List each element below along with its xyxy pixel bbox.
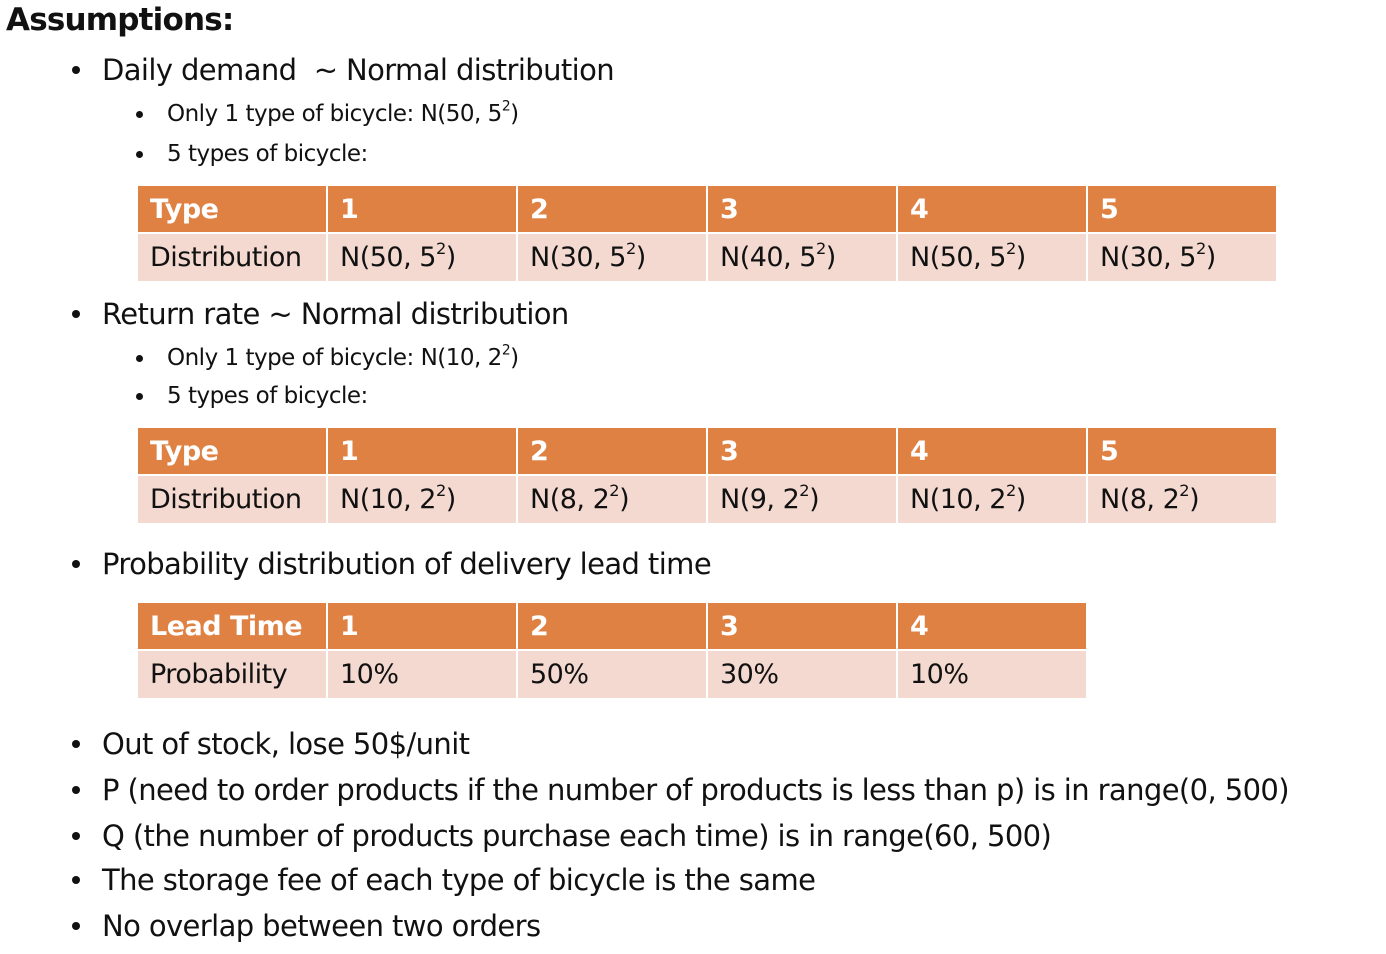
- table-header-cell: 1: [326, 426, 518, 476]
- table-header-cell: 4: [896, 426, 1088, 476]
- table-header-cell: 3: [706, 601, 898, 651]
- table-cell: 50%: [516, 649, 708, 700]
- table-header-cell: 1: [326, 184, 518, 234]
- table-row: Distribution N(50, 52) N(30, 52) N(40, 5…: [136, 232, 1278, 283]
- bullet-text: Q (the number of products purchase each …: [102, 819, 1052, 853]
- bullet-text: Probability distribution of delivery lea…: [102, 547, 712, 581]
- table-header-cell: 5: [1086, 184, 1278, 234]
- table-header-cell: Type: [136, 184, 328, 234]
- sub-bullet-demand-single: Only 1 type of bicycle: N(50, 52): [136, 98, 519, 130]
- table-header-cell: 2: [516, 426, 708, 476]
- table-header-cell: 5: [1086, 426, 1278, 476]
- bullet-dot: [136, 150, 143, 158]
- table-cell: N(40, 52): [706, 232, 898, 283]
- table-cell: 10%: [326, 649, 518, 700]
- bullet-dot: [72, 560, 80, 568]
- bullet-text: No overlap between two orders: [102, 909, 541, 943]
- table-cell: N(8, 22): [516, 474, 708, 525]
- table-header-cell: 2: [516, 184, 708, 234]
- bullet-text: Return rate ~ Normal distribution: [102, 297, 569, 331]
- table-cell: N(10, 22): [326, 474, 518, 525]
- table-header-cell: 4: [896, 601, 1088, 651]
- bullet-text: The storage fee of each type of bicycle …: [102, 863, 816, 897]
- bullet-text: 5 types of bicycle:: [167, 383, 368, 409]
- bullet-dot: [72, 66, 80, 74]
- table-header-cell: 3: [706, 426, 898, 476]
- table-cell: N(9, 22): [706, 474, 898, 525]
- demand-distribution-table: Type 1 2 3 4 5 Distribution N(50, 52) N(…: [136, 184, 1278, 283]
- table-row: Distribution N(10, 22) N(8, 22) N(9, 22)…: [136, 474, 1278, 525]
- bullet-dot: [72, 832, 80, 840]
- bullet-daily-demand: Daily demand ~ Normal distribution: [72, 50, 615, 90]
- bullet-out-of-stock: Out of stock, lose 50$/unit: [72, 724, 470, 764]
- table-header-cell: 1: [326, 601, 518, 651]
- bullet-text: Only 1 type of bicycle: N(50, 52): [167, 98, 519, 127]
- table-header-row: Type 1 2 3 4 5: [136, 426, 1278, 476]
- table-cell: N(30, 52): [516, 232, 708, 283]
- sub-bullet-return-single: Only 1 type of bicycle: N(10, 22): [136, 342, 519, 374]
- page-heading: Assumptions:: [6, 2, 234, 38]
- bullet-storage-fee: The storage fee of each type of bicycle …: [72, 860, 816, 900]
- table-cell: N(50, 52): [326, 232, 518, 283]
- table-header-cell: 2: [516, 601, 708, 651]
- bullet-text: Only 1 type of bicycle: N(10, 22): [167, 342, 519, 371]
- table-cell: Distribution: [136, 232, 328, 283]
- bullet-dot: [72, 876, 80, 884]
- bullet-text: Out of stock, lose 50$/unit: [102, 727, 470, 761]
- bullet-dot: [136, 392, 143, 400]
- table-header-row: Type 1 2 3 4 5: [136, 184, 1278, 234]
- return-rate-distribution-table: Type 1 2 3 4 5 Distribution N(10, 22) N(…: [136, 426, 1278, 525]
- bullet-lead-time: Probability distribution of delivery lea…: [72, 544, 712, 584]
- table-cell: N(50, 52): [896, 232, 1088, 283]
- bullet-dot: [72, 922, 80, 930]
- table-header-cell: Type: [136, 426, 328, 476]
- table-cell: N(30, 52): [1086, 232, 1278, 283]
- bullet-text: 5 types of bicycle:: [167, 141, 368, 167]
- table-cell: 10%: [896, 649, 1088, 700]
- table-cell: N(10, 22): [896, 474, 1088, 525]
- table-header-cell: 3: [706, 184, 898, 234]
- table-cell: Probability: [136, 649, 328, 700]
- bullet-text: P (need to order products if the number …: [102, 773, 1290, 807]
- bullet-dot: [136, 354, 143, 362]
- table-row: Probability 10% 50% 30% 10%: [136, 649, 1088, 700]
- bullet-q-range: Q (the number of products purchase each …: [72, 816, 1052, 856]
- table-cell: Distribution: [136, 474, 328, 525]
- sub-bullet-demand-multi: 5 types of bicycle:: [136, 138, 368, 170]
- bullet-text: Daily demand ~ Normal distribution: [102, 53, 615, 87]
- bullet-p-range: P (need to order products if the number …: [72, 770, 1290, 810]
- bullet-dot: [72, 740, 80, 748]
- table-header-row: Lead Time 1 2 3 4: [136, 601, 1088, 651]
- sub-bullet-return-multi: 5 types of bicycle:: [136, 380, 368, 412]
- table-header-cell: 4: [896, 184, 1088, 234]
- bullet-dot: [136, 110, 143, 118]
- table-cell: 30%: [706, 649, 898, 700]
- bullet-no-overlap: No overlap between two orders: [72, 906, 541, 946]
- bullet-dot: [72, 310, 80, 318]
- lead-time-probability-table: Lead Time 1 2 3 4 Probability 10% 50% 30…: [136, 601, 1088, 700]
- bullet-return-rate: Return rate ~ Normal distribution: [72, 294, 569, 334]
- table-header-cell: Lead Time: [136, 601, 328, 651]
- bullet-dot: [72, 786, 80, 794]
- table-cell: N(8, 22): [1086, 474, 1278, 525]
